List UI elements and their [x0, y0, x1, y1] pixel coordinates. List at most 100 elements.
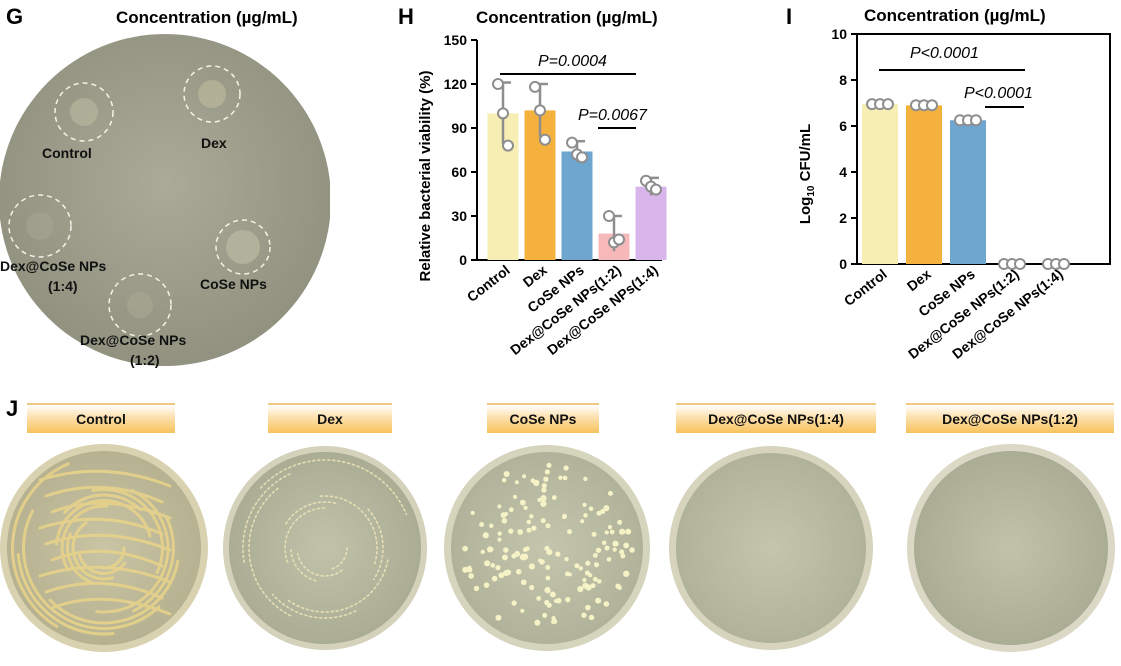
bacterial-colony [582, 577, 587, 583]
label-dex-cose-12-l2: (1:2) [130, 352, 160, 368]
h-ytick-label: 120 [444, 76, 468, 92]
bacterial-colony [468, 572, 475, 579]
bacterial-colony [542, 612, 548, 618]
bacterial-colony [497, 531, 502, 536]
bacterial-colony [528, 563, 535, 570]
bacterial-colony [544, 599, 550, 606]
h-ytick-label: 90 [451, 120, 467, 136]
bacterial-colony [479, 522, 485, 527]
i-datapoint [970, 114, 982, 127]
bacterial-colony [607, 490, 613, 496]
bacterial-colony [588, 614, 595, 621]
chart-h: Relative bacterial viability (%) 0 30 60 90… [417, 32, 667, 358]
bacterial-colony [536, 596, 542, 601]
bacterial-colony [534, 619, 541, 626]
bacterial-colony [540, 518, 546, 524]
bacterial-colony [522, 547, 528, 553]
bacterial-streak [284, 507, 329, 564]
bacterial-colony [462, 566, 469, 573]
chart-h-ylabel: Relative bacterial viability (%) [417, 71, 434, 282]
bacterial-colony [551, 495, 557, 500]
bacterial-colony [501, 554, 508, 561]
i-xtick-label: Control [841, 266, 890, 309]
bacterial-colony [511, 600, 517, 606]
bacterial-colony [600, 509, 606, 514]
bacterial-colony [540, 500, 547, 507]
bacterial-streak [367, 508, 384, 580]
i-ytick-label: 0 [839, 256, 847, 272]
bacterial-colony [596, 579, 602, 584]
bacterial-colony [563, 465, 569, 471]
bacterial-colony [489, 523, 494, 528]
h-datapoint [539, 133, 551, 146]
bacterial-colony [533, 479, 540, 487]
h-datapoint [613, 233, 625, 246]
bacterial-colony [577, 585, 584, 593]
bacterial-colony [526, 519, 532, 525]
plate-dex-cose-12 [907, 444, 1115, 652]
bacterial-colony [588, 573, 593, 578]
bacterial-colony [558, 475, 563, 480]
bacterial-streak [38, 565, 172, 584]
bacterial-colony [491, 575, 498, 582]
i-bar [950, 120, 986, 264]
panel-i-letter: I [786, 4, 793, 29]
bacterial-colony [625, 528, 632, 535]
bacterial-colony [592, 576, 598, 582]
bacterial-colony [514, 480, 519, 485]
bacterial-colony [582, 582, 589, 589]
bacterial-colony [495, 614, 502, 621]
bacterial-colony [531, 525, 537, 531]
label-control: Control [42, 145, 92, 161]
bacterial-streak [44, 581, 164, 600]
i-bar [862, 104, 898, 265]
pvalue-i2: P<0.0001 [964, 85, 1033, 102]
bacterial-streak [60, 504, 109, 572]
bacterial-colony [562, 475, 568, 481]
bacterial-colony [508, 528, 514, 534]
h-datapoint [566, 136, 578, 149]
h-datapoint [492, 78, 504, 90]
h-ytick-label: 30 [451, 208, 467, 224]
bacterial-colony [580, 519, 585, 524]
bacterial-colony [583, 513, 588, 518]
bacterial-colony [503, 547, 509, 553]
bacterial-colony [629, 547, 635, 553]
bacterial-colony [497, 537, 502, 542]
bacterial-colony [585, 604, 591, 611]
bacterial-colony [498, 572, 505, 579]
bacterial-colony [595, 547, 602, 553]
bacterial-streak [38, 469, 172, 488]
bacterial-colony [482, 532, 489, 539]
bacterial-colony [490, 563, 496, 568]
header-dex-cose-14: Dex@CoSe NPs(1:4) [676, 403, 876, 433]
bacterial-colony [501, 518, 508, 524]
bacterial-colony [462, 545, 468, 552]
i-datapoint [926, 99, 938, 112]
bacterial-colony [495, 564, 501, 571]
h-datapoint [529, 80, 541, 93]
bacterial-colony [526, 527, 532, 533]
bacterial-streak [95, 488, 170, 614]
i-datapoint [1014, 258, 1026, 270]
bacterial-colony [604, 530, 609, 535]
bacterial-colony [522, 474, 527, 479]
i-ytick-label: 10 [831, 26, 847, 42]
i-datapoint [882, 98, 894, 111]
bacterial-streak [296, 553, 343, 577]
bacterial-colony [508, 507, 514, 513]
bacterial-colony [517, 529, 524, 535]
bacterial-streak [50, 549, 164, 568]
bacterial-colony [519, 499, 526, 506]
bacterial-colony [541, 487, 547, 493]
bacterial-colony [565, 571, 570, 577]
i-ytick-label: 2 [839, 210, 847, 226]
bacterial-colony [623, 542, 630, 549]
bacterial-colony [581, 612, 587, 618]
panel-g-title: Concentration (µg/mL) [116, 8, 298, 27]
bacterial-colony [603, 505, 610, 512]
bacterial-colony [515, 568, 522, 575]
bacterial-streak [319, 495, 378, 567]
bacterial-streak [271, 593, 357, 619]
